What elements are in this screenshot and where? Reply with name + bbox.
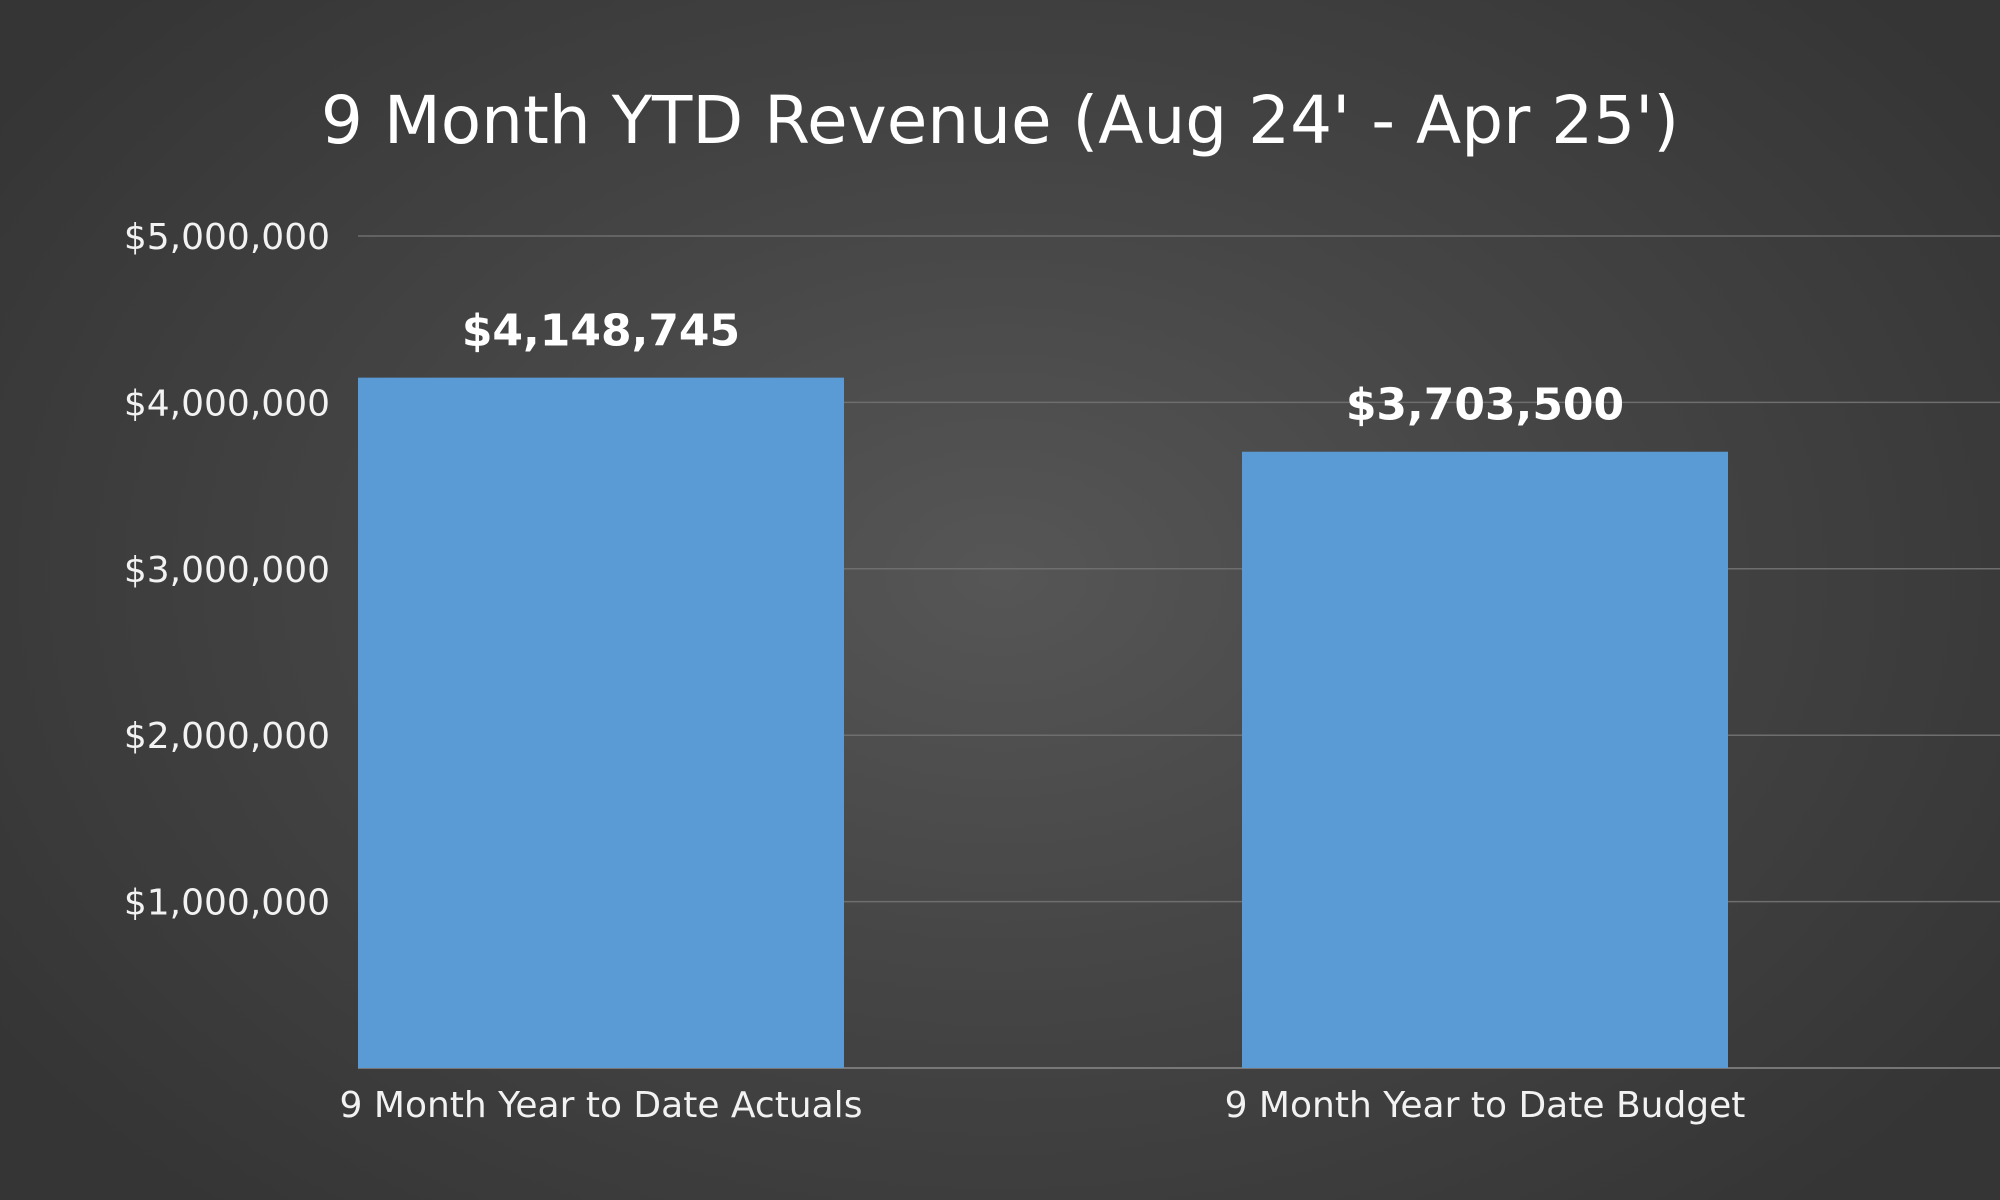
y-tick-label: $5,000,000 — [124, 217, 330, 258]
x-tick-label: 9 Month Year to Date Budget — [1225, 1085, 1746, 1126]
bar — [1242, 451, 1728, 1068]
data-label: $3,703,500 — [1346, 380, 1624, 431]
y-tick-label: $2,000,000 — [124, 716, 330, 757]
data-label: $4,148,745 — [462, 306, 740, 357]
y-tick-label: $1,000,000 — [124, 883, 330, 924]
y-tick-label: $3,000,000 — [124, 550, 330, 591]
bar — [358, 377, 844, 1069]
chart-title: 9 Month YTD Revenue (Aug 24' - Apr 25') — [321, 82, 1679, 159]
bars — [358, 377, 1728, 1069]
data-labels: $4,148,745 $3,703,500 — [462, 306, 1624, 431]
y-axis-ticks: $1,000,000 $2,000,000 $3,000,000 $4,000,000… — [124, 217, 330, 924]
x-axis-ticks: 9 Month Year to Date Actuals 9 Month Year… — [340, 1085, 1746, 1126]
x-tick-label: 9 Month Year to Date Actuals — [340, 1085, 863, 1126]
y-tick-label: $4,000,000 — [124, 383, 330, 424]
